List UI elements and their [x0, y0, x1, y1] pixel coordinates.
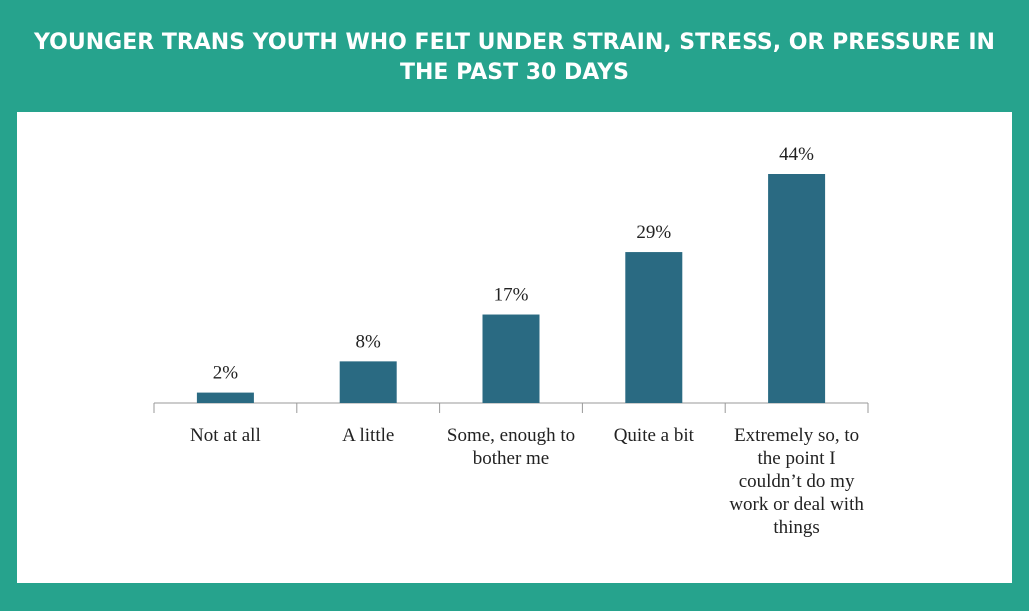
bar [482, 314, 540, 403]
value-label: 29% [636, 222, 671, 243]
bar [768, 174, 826, 403]
x-tick-label: Quite a bit [613, 425, 694, 446]
bar [196, 392, 254, 403]
chart-title: YOUNGER TRANS YOUTH WHO FELT UNDER STRAI… [34, 30, 995, 85]
bar [339, 361, 397, 403]
value-label: 8% [356, 331, 382, 352]
x-tick-label: A little [342, 425, 395, 446]
value-label: 17% [494, 285, 529, 306]
x-tick-label: Some, enough to bother me [446, 425, 576, 469]
bar [625, 252, 683, 403]
value-label: 2% [213, 363, 239, 384]
x-tick-label: Extremely so, to the point I couldn’t do… [729, 425, 864, 538]
value-label: 44% [779, 144, 814, 165]
x-tick-label: Not at all [190, 425, 261, 446]
